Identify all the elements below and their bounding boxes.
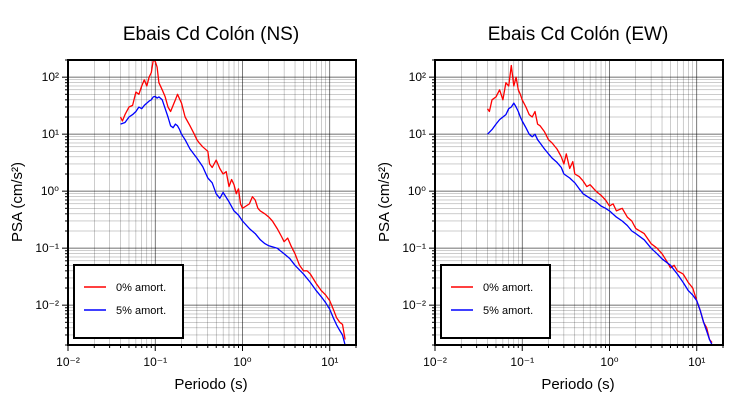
chart-panel-ns: Ebais Cd Colón (NS) 10⁻² 10⁻¹ 10⁰ 10¹ 10⁻²1… <box>9 24 357 393</box>
x-tick-label: 10⁻² <box>423 355 447 369</box>
x-tick-label: 10⁻² <box>56 355 80 369</box>
y-tick-label: 10² <box>42 70 59 84</box>
series-line-5pct <box>120 95 346 346</box>
x-tick-label: 10¹ <box>688 355 705 369</box>
axis-ticks <box>62 59 357 351</box>
x-tick-labels: 10⁻² 10⁻¹ 10⁰ 10¹ <box>56 355 338 369</box>
y-tick-label: 10⁻¹ <box>402 241 426 255</box>
y-axis-label: PSA (cm/s²) <box>376 162 393 242</box>
chart-title: Ebais Cd Colón (EW) <box>488 24 669 45</box>
legend: 0% amort. 5% amort. <box>73 264 184 339</box>
x-axis-label: Periodo (s) <box>541 376 614 393</box>
legend-label-0: 0% amort. <box>483 282 533 294</box>
y-tick-label: 10¹ <box>409 127 426 141</box>
y-axis-label: PSA (cm/s²) <box>9 162 26 242</box>
series-line-0pct <box>119 59 346 340</box>
series-line-0pct <box>486 64 713 344</box>
y-tick-label: 10¹ <box>42 127 59 141</box>
legend-label-0: 0% amort. <box>116 282 166 294</box>
x-tick-label: 10⁻¹ <box>510 355 534 369</box>
y-tick-label: 10⁻² <box>35 298 59 312</box>
series-group <box>486 64 713 346</box>
plot-frame <box>67 59 357 346</box>
axis-ticks <box>429 59 724 351</box>
legend-label-1: 5% amort. <box>483 305 533 317</box>
y-tick-label: 10⁻² <box>402 298 426 312</box>
y-tick-label: 10⁰ <box>41 184 59 198</box>
legend-label-1: 5% amort. <box>116 305 166 317</box>
x-tick-label: 10¹ <box>321 355 338 369</box>
series-group <box>119 59 346 346</box>
legend-box <box>440 264 551 339</box>
plot-frame <box>434 59 724 346</box>
y-tick-label: 10⁰ <box>408 184 426 198</box>
y-tick-label: 10⁻¹ <box>35 241 59 255</box>
x-axis-label: Periodo (s) <box>174 376 247 393</box>
legend-box <box>73 264 184 339</box>
y-tick-labels: 10⁻² 10⁻¹ 10⁰ 10¹ 10² <box>402 70 426 312</box>
x-tick-labels: 10⁻² 10⁻¹ 10⁰ 10¹ <box>423 355 705 369</box>
x-tick-label: 10⁰ <box>600 355 618 369</box>
x-tick-label: 10⁻¹ <box>143 355 167 369</box>
x-tick-label: 10⁰ <box>233 355 251 369</box>
chart-panel-ew: Ebais Cd Colón (EW) 10⁻² 10⁻¹ 10⁰ 10¹ 10⁻²1… <box>376 24 724 393</box>
series-line-5pct <box>487 102 713 346</box>
y-tick-labels: 10⁻² 10⁻¹ 10⁰ 10¹ 10² <box>35 70 59 312</box>
legend: 0% amort. 5% amort. <box>440 264 551 339</box>
y-tick-label: 10² <box>409 70 426 84</box>
chart-title: Ebais Cd Colón (NS) <box>123 24 299 45</box>
